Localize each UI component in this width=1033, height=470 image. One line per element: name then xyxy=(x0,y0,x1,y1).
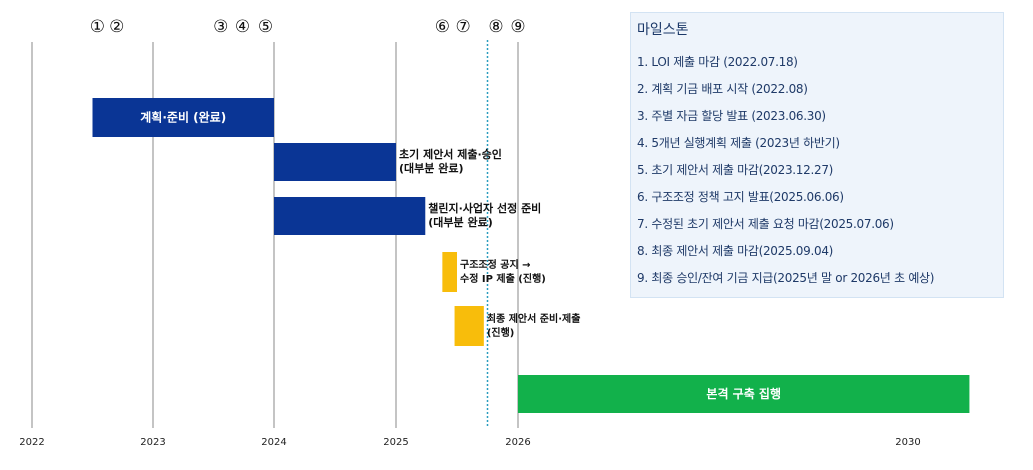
task-label-line: (대부분 완료) xyxy=(399,161,463,175)
task-label-line: (진행) xyxy=(487,326,515,339)
task-label-line: 계획·준비 (완료) xyxy=(140,109,226,124)
x-tick-label: 2030 xyxy=(895,437,920,448)
milestone-marker: ③ xyxy=(213,17,228,37)
milestone-marker: ① xyxy=(90,17,105,37)
task-label: 챌린지·사업자 선정 준비 (대부분 완료) xyxy=(428,201,541,229)
x-tick-label: 2024 xyxy=(261,437,286,448)
task-bar xyxy=(442,252,457,292)
milestone-marker: ⑤ xyxy=(258,17,273,37)
task-label-line: 구조조정 공지 → xyxy=(460,258,531,271)
milestone-item: 4. 5개년 실행계획 제출 (2023년 하반기) xyxy=(637,136,840,150)
milestone-item: 8. 최종 제안서 제출 마감(2025.09.04) xyxy=(637,244,834,258)
task-bar xyxy=(274,143,396,181)
task-label: 구조조정 공지 → 수정 IP 제출 (진행) xyxy=(460,258,546,285)
x-tick-label: 2025 xyxy=(383,437,408,448)
milestone-marker: ② xyxy=(109,17,124,37)
milestone-title: 마일스톤 xyxy=(637,22,689,38)
milestone-item: 1. LOI 제출 마감 (2022.07.18) xyxy=(637,55,798,69)
milestone-item: 2. 계획 기금 배포 시작 (2022.08) xyxy=(637,82,808,96)
milestone-item: 6. 구조조정 정책 고지 발표(2025.06.06) xyxy=(637,190,844,204)
task-label: 초기 제안서 제출·승인 (대부분 완료) xyxy=(399,147,502,175)
task-label-line: 챌린지·사업자 선정 준비 xyxy=(428,201,541,215)
task-label-line: 초기 제안서 제출·승인 xyxy=(399,147,502,161)
task-label-line: 최종 제안서 준비·제출 xyxy=(487,312,581,325)
milestone-item: 9. 최종 승인/잔여 기금 지급(2025년 말 or 2026년 초 예상) xyxy=(637,271,935,285)
milestone-item: 3. 주별 자금 할당 발표 (2023.06.30) xyxy=(637,109,826,123)
x-tick-label: 2022 xyxy=(19,437,44,448)
task-bar xyxy=(518,375,970,413)
milestone-marker: ⑨ xyxy=(510,17,525,37)
task-label: 계획·준비 (완료) xyxy=(140,109,226,124)
x-tick-label: 2026 xyxy=(505,437,530,448)
task-label-line: (대부분 완료) xyxy=(428,215,492,229)
x-tick-label: 2023 xyxy=(140,437,165,448)
milestone-list: 1. LOI 제출 마감 (2022.07.18) 2. 계획 기금 배포 시작 … xyxy=(637,51,934,294)
task-label-line: 수정 IP 제출 (진행) xyxy=(460,272,546,285)
milestone-marker: ⑧ xyxy=(488,17,503,37)
milestone-marker: ⑦ xyxy=(455,17,470,37)
milestone-box: 마일스톤 1. LOI 제출 마감 (2022.07.18) 2. 계획 기금 배… xyxy=(630,12,1004,298)
milestone-marker: ⑥ xyxy=(435,17,450,37)
task-bar xyxy=(454,306,484,346)
task-label: 본격 구축 집행 xyxy=(706,386,781,401)
task-label: 최종 제안서 준비·제출 (진행) xyxy=(487,312,581,339)
task-label-line: 본격 구축 집행 xyxy=(706,386,781,401)
milestone-item: 5. 초기 제안서 제출 마감(2023.12.27) xyxy=(637,163,834,177)
task-bar xyxy=(92,98,274,137)
milestone-marker: ④ xyxy=(235,17,250,37)
task-bar xyxy=(274,197,426,235)
milestone-item: 7. 수정된 초기 제안서 제출 요청 마감(2025.07.06) xyxy=(637,217,894,231)
